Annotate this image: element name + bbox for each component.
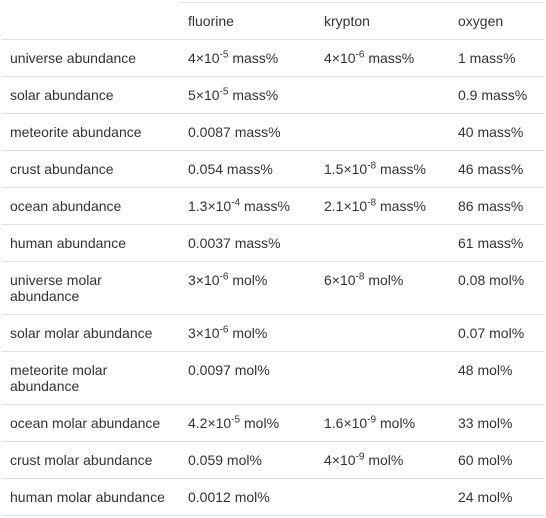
table-row: crust abundance0.054 mass%1.5×10-8 mass%… bbox=[2, 151, 544, 188]
header-krypton: krypton bbox=[316, 3, 450, 40]
cell-krypton: 4×10-6 mass% bbox=[316, 40, 450, 77]
cell-fluorine: 1.3×10-4 mass% bbox=[180, 188, 316, 225]
row-label: solar abundance bbox=[2, 77, 180, 114]
cell-krypton: 1.5×10-8 mass% bbox=[316, 151, 450, 188]
table-row: ocean molar abundance4.2×10-5 mol%1.6×10… bbox=[2, 405, 544, 442]
row-label: ocean abundance bbox=[2, 188, 180, 225]
table-row: universe molar abundance3×10-6 mol%6×10-… bbox=[2, 262, 544, 315]
header-blank bbox=[2, 3, 180, 40]
cell-fluorine: 0.0037 mass% bbox=[180, 225, 316, 262]
table-row: meteorite abundance0.0087 mass% 40 mass% bbox=[2, 114, 544, 151]
table-row: crust molar abundance0.059 mol%4×10-9 mo… bbox=[2, 442, 544, 479]
cell-oxygen: 46 mass% bbox=[450, 151, 544, 188]
table-body: universe abundance4×10-5 mass%4×10-6 mas… bbox=[2, 40, 544, 516]
cell-oxygen: 24 mol% bbox=[450, 479, 544, 516]
cell-krypton bbox=[316, 225, 450, 262]
row-label: solar molar abundance bbox=[2, 315, 180, 352]
row-label: crust abundance bbox=[2, 151, 180, 188]
cell-krypton bbox=[316, 114, 450, 151]
row-label: meteorite molar abundance bbox=[2, 352, 180, 405]
cell-oxygen: 0.07 mol% bbox=[450, 315, 544, 352]
cell-fluorine: 4×10-5 mass% bbox=[180, 40, 316, 77]
cell-oxygen: 86 mass% bbox=[450, 188, 544, 225]
cell-oxygen: 40 mass% bbox=[450, 114, 544, 151]
cell-fluorine: 3×10-6 mol% bbox=[180, 315, 316, 352]
table-row: universe abundance4×10-5 mass%4×10-6 mas… bbox=[2, 40, 544, 77]
cell-fluorine: 3×10-6 mol% bbox=[180, 262, 316, 315]
cell-oxygen: 1 mass% bbox=[450, 40, 544, 77]
cell-fluorine: 0.059 mol% bbox=[180, 442, 316, 479]
cell-fluorine: 0.054 mass% bbox=[180, 151, 316, 188]
cell-oxygen: 0.08 mol% bbox=[450, 262, 544, 315]
cell-krypton bbox=[316, 479, 450, 516]
cell-krypton: 6×10-8 mol% bbox=[316, 262, 450, 315]
cell-fluorine: 0.0087 mass% bbox=[180, 114, 316, 151]
cell-fluorine: 0.0012 mol% bbox=[180, 479, 316, 516]
cell-oxygen: 61 mass% bbox=[450, 225, 544, 262]
table-row: human abundance0.0037 mass% 61 mass% bbox=[2, 225, 544, 262]
cell-krypton bbox=[316, 77, 450, 114]
table-row: meteorite molar abundance0.0097 mol% 48 m… bbox=[2, 352, 544, 405]
row-label: meteorite abundance bbox=[2, 114, 180, 151]
row-label: ocean molar abundance bbox=[2, 405, 180, 442]
table-row: ocean abundance1.3×10-4 mass%2.1×10-8 ma… bbox=[2, 188, 544, 225]
row-label: human abundance bbox=[2, 225, 180, 262]
table-row: solar abundance5×10-5 mass% 0.9 mass% bbox=[2, 77, 544, 114]
cell-krypton bbox=[316, 315, 450, 352]
cell-oxygen: 0.9 mass% bbox=[450, 77, 544, 114]
row-label: human molar abundance bbox=[2, 479, 180, 516]
cell-krypton: 1.6×10-9 mol% bbox=[316, 405, 450, 442]
header-fluorine: fluorine bbox=[180, 3, 316, 40]
table-row: solar molar abundance3×10-6 mol% 0.07 mol… bbox=[2, 315, 544, 352]
cell-fluorine: 4.2×10-5 mol% bbox=[180, 405, 316, 442]
row-label: universe abundance bbox=[2, 40, 180, 77]
cell-oxygen: 33 mol% bbox=[450, 405, 544, 442]
table-header-row: fluorine krypton oxygen bbox=[2, 3, 544, 40]
cell-fluorine: 5×10-5 mass% bbox=[180, 77, 316, 114]
table-row: human molar abundance0.0012 mol% 24 mol% bbox=[2, 479, 544, 516]
header-oxygen: oxygen bbox=[450, 3, 544, 40]
cell-krypton bbox=[316, 352, 450, 405]
cell-krypton: 4×10-9 mol% bbox=[316, 442, 450, 479]
row-label: crust molar abundance bbox=[2, 442, 180, 479]
abundance-table: fluorine krypton oxygen universe abundan… bbox=[2, 2, 544, 516]
row-label: universe molar abundance bbox=[2, 262, 180, 315]
cell-krypton: 2.1×10-8 mass% bbox=[316, 188, 450, 225]
cell-oxygen: 60 mol% bbox=[450, 442, 544, 479]
cell-fluorine: 0.0097 mol% bbox=[180, 352, 316, 405]
cell-oxygen: 48 mol% bbox=[450, 352, 544, 405]
